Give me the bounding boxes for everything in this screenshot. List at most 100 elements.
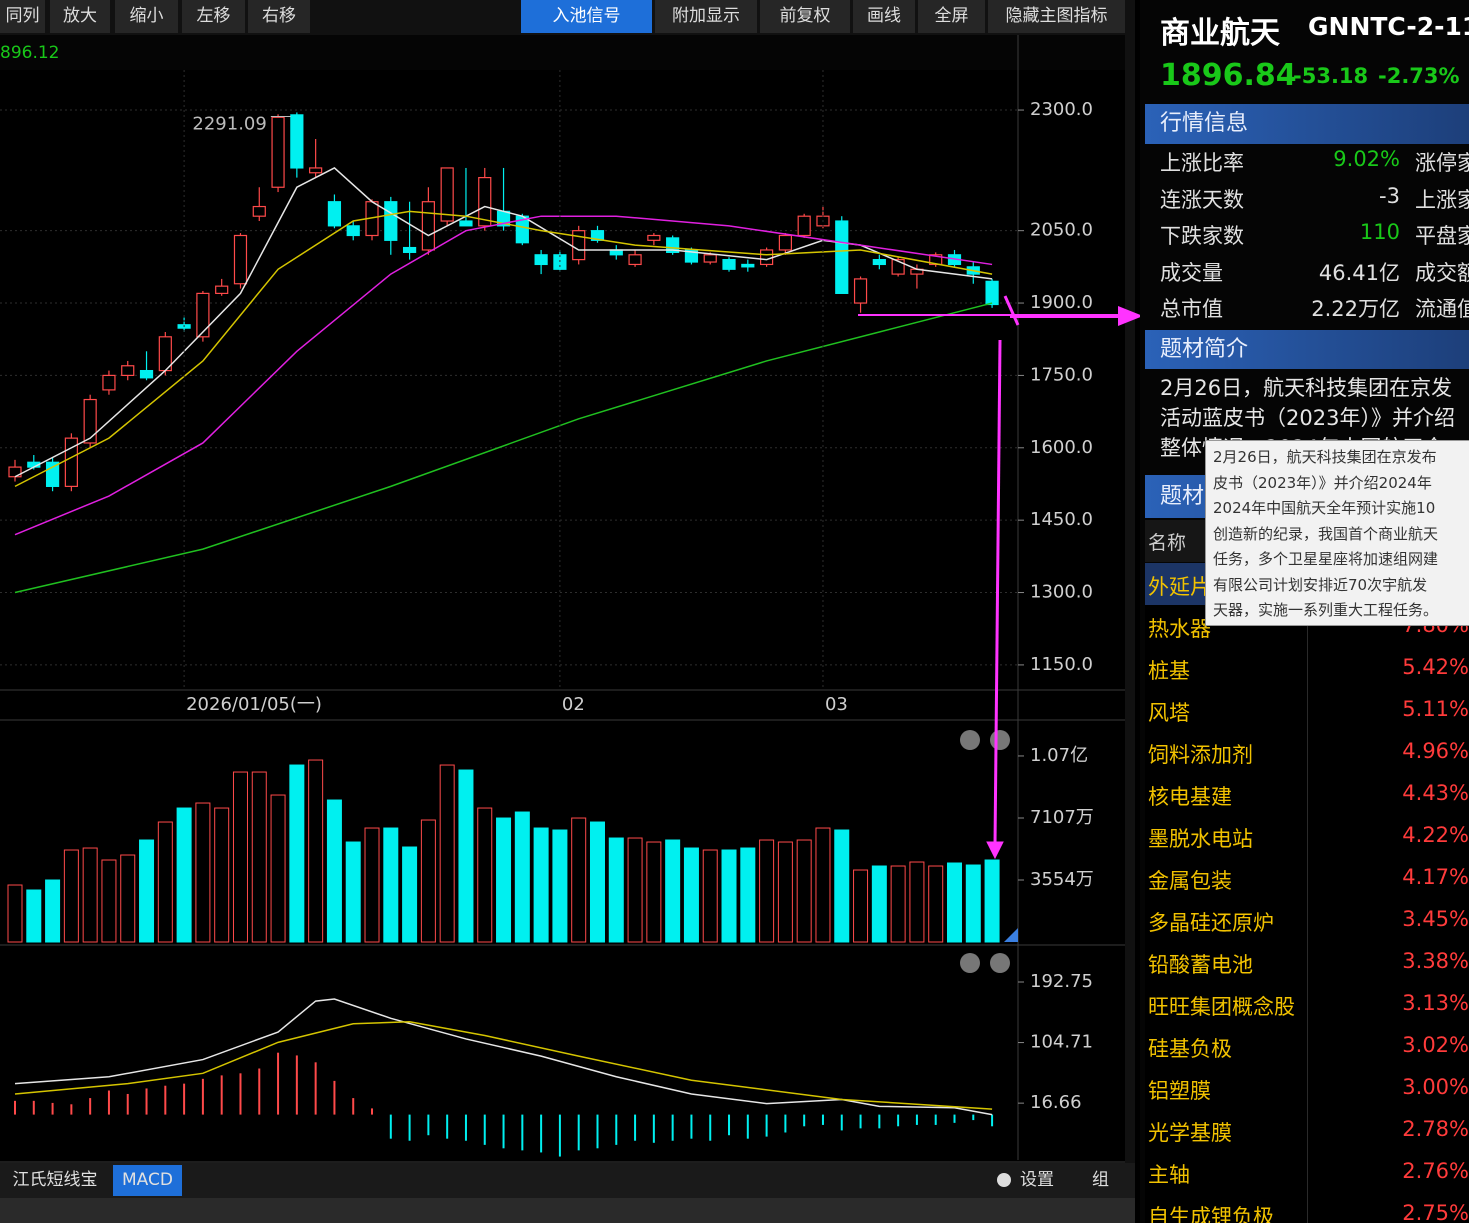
sector-name: 外延片: [1148, 575, 1211, 599]
chart-area: 2300.0 2050.0 1900.0 1750.0 1600.0 1450.0 1300…: [0, 35, 1135, 1223]
volume-bar: [251, 771, 267, 943]
x-tick-label: 02: [562, 694, 585, 715]
column-divider: [1307, 1067, 1308, 1109]
volume-bar: [834, 829, 850, 943]
volume-bar: [552, 829, 568, 943]
toolbar-button[interactable]: 附加显示: [655, 0, 757, 33]
indicator-tab[interactable]: MACD: [113, 1165, 182, 1196]
intro-line: 2月26日，航天科技集团在京发: [1160, 376, 1453, 400]
info-value: 46.41亿: [1318, 260, 1400, 285]
column-divider: [1307, 605, 1308, 647]
sector-name: 桩基: [1148, 659, 1190, 683]
sector-row[interactable]: 饲料添加剂 4.96%: [1145, 731, 1469, 774]
sector-row[interactable]: 桩基 5.42%: [1145, 647, 1469, 690]
candle-body: [985, 280, 999, 306]
sector-pct: 3.45%: [1402, 907, 1469, 931]
candle-body: [64, 437, 78, 487]
panel-icons: [960, 730, 1018, 973]
volume-bar: [214, 807, 230, 943]
sector-row[interactable]: 风塔 5.11%: [1145, 689, 1469, 732]
sector-row[interactable]: 核电基建 4.43%: [1145, 773, 1469, 816]
y-tick-label: 1.07亿: [1030, 745, 1088, 766]
sector-row[interactable]: 自生成锂负极 2.75%: [1145, 1193, 1469, 1223]
sector-row[interactable]: 光学基膜 2.78%: [1145, 1109, 1469, 1152]
volume-bar: [139, 839, 155, 943]
y-tick-label: 1150.0: [1030, 654, 1093, 675]
volume-bar: [721, 849, 737, 943]
sector-row[interactable]: 多晶硅还原炉 3.45%: [1145, 899, 1469, 942]
info-row: [0, 35, 1135, 70]
toolbar-button[interactable]: 左移: [182, 0, 245, 33]
column-divider: [1307, 1025, 1308, 1067]
sector-row[interactable]: 铝塑膜 3.00%: [1145, 1067, 1469, 1110]
volume-bar: [63, 849, 79, 943]
candle-body: [271, 116, 285, 188]
column-divider: [1307, 689, 1308, 731]
gear-icon[interactable]: [960, 953, 980, 973]
sector-name: 旺旺集团概念股: [1148, 995, 1295, 1019]
column-divider: [1307, 983, 1308, 1025]
candle-body: [628, 254, 642, 266]
price-change-pct: -2.73%: [1378, 64, 1460, 88]
close-icon[interactable]: [990, 953, 1010, 973]
volume-bar: [195, 802, 211, 943]
section-header: 题材简介: [1145, 330, 1469, 369]
tooltip: 2月26日，航天科技集团在京发布 皮书（2023年）》并介绍2024年 2024年中…: [1205, 440, 1469, 626]
sector-pct: 5.42%: [1402, 655, 1469, 679]
column-divider: [1307, 1151, 1308, 1193]
arrow-head: [986, 841, 1004, 860]
toolbar-button[interactable]: 画线: [853, 0, 915, 33]
sector-name: 金属包装: [1148, 869, 1232, 893]
group-button[interactable]: 组: [1092, 1170, 1109, 1190]
volume-bar: [439, 764, 455, 943]
toolbar-button[interactable]: 缩小: [115, 0, 178, 33]
y-tick-label: 1900.0: [1030, 292, 1093, 313]
toolbar-button[interactable]: 全屏: [918, 0, 985, 33]
toolbar-button[interactable]: 前复权: [760, 0, 850, 33]
close-icon[interactable]: [990, 730, 1010, 750]
gear-icon[interactable]: [960, 730, 980, 750]
volume-bar: [608, 837, 624, 943]
candle-body: [233, 234, 248, 285]
sector-row[interactable]: 金属包装 4.17%: [1145, 857, 1469, 900]
sector-row[interactable]: 铅酸蓄电池 3.38%: [1145, 941, 1469, 984]
sector-row[interactable]: 旺旺集团概念股 3.13%: [1145, 983, 1469, 1026]
toolbar-button[interactable]: 右移: [248, 0, 310, 33]
toolbar-button[interactable]: 放大: [50, 0, 110, 33]
sector-pct: 2.78%: [1402, 1117, 1469, 1141]
sector-name: 风塔: [1148, 701, 1190, 725]
indicator-line: [14, 1020, 993, 1110]
candle-body: [402, 246, 417, 253]
sector-row[interactable]: 主轴 2.76%: [1145, 1151, 1469, 1194]
info-label: 流通值: [1415, 297, 1469, 321]
indicator-tab[interactable]: 江氏短线宝: [0, 1165, 110, 1196]
pointer: [1003, 295, 1020, 326]
sector-pct: 2.75%: [1402, 1201, 1469, 1223]
toolbar-button[interactable]: 同列: [0, 0, 45, 33]
sector-name: 核电基建: [1148, 785, 1232, 809]
column-divider: [1307, 773, 1308, 815]
settings-button[interactable]: 设置: [1020, 1170, 1054, 1190]
volume-bar: [533, 827, 549, 943]
volume-bar: [364, 827, 380, 943]
sector-name: 商业航天: [1160, 16, 1280, 51]
section-header: 行情信息: [1145, 104, 1469, 144]
candle-body: [290, 114, 304, 169]
volume-bar: [176, 807, 192, 943]
toolbar-button[interactable]: 隐藏主图指标: [988, 0, 1125, 33]
tooltip-line: 2024年中国航天全年预计实施10: [1213, 499, 1436, 517]
sector-pct: 3.38%: [1402, 949, 1469, 973]
volume-bar: [740, 847, 756, 943]
volume-bar: [345, 841, 361, 943]
sector-row[interactable]: 墨脱水电站 4.22%: [1145, 815, 1469, 858]
info-label: 上涨比率: [1160, 151, 1244, 175]
volume-bar: [947, 862, 962, 943]
info-label: 下跌家数: [1160, 224, 1244, 248]
sector-name: 光学基膜: [1148, 1121, 1232, 1145]
toolbar-button[interactable]: 入池信号: [521, 0, 652, 33]
sector-row[interactable]: 硅基负极 3.02%: [1145, 1025, 1469, 1068]
candle-body: [534, 254, 548, 266]
candle-body: [872, 259, 886, 266]
candle-body: [327, 201, 342, 227]
candle-body: [553, 254, 567, 270]
